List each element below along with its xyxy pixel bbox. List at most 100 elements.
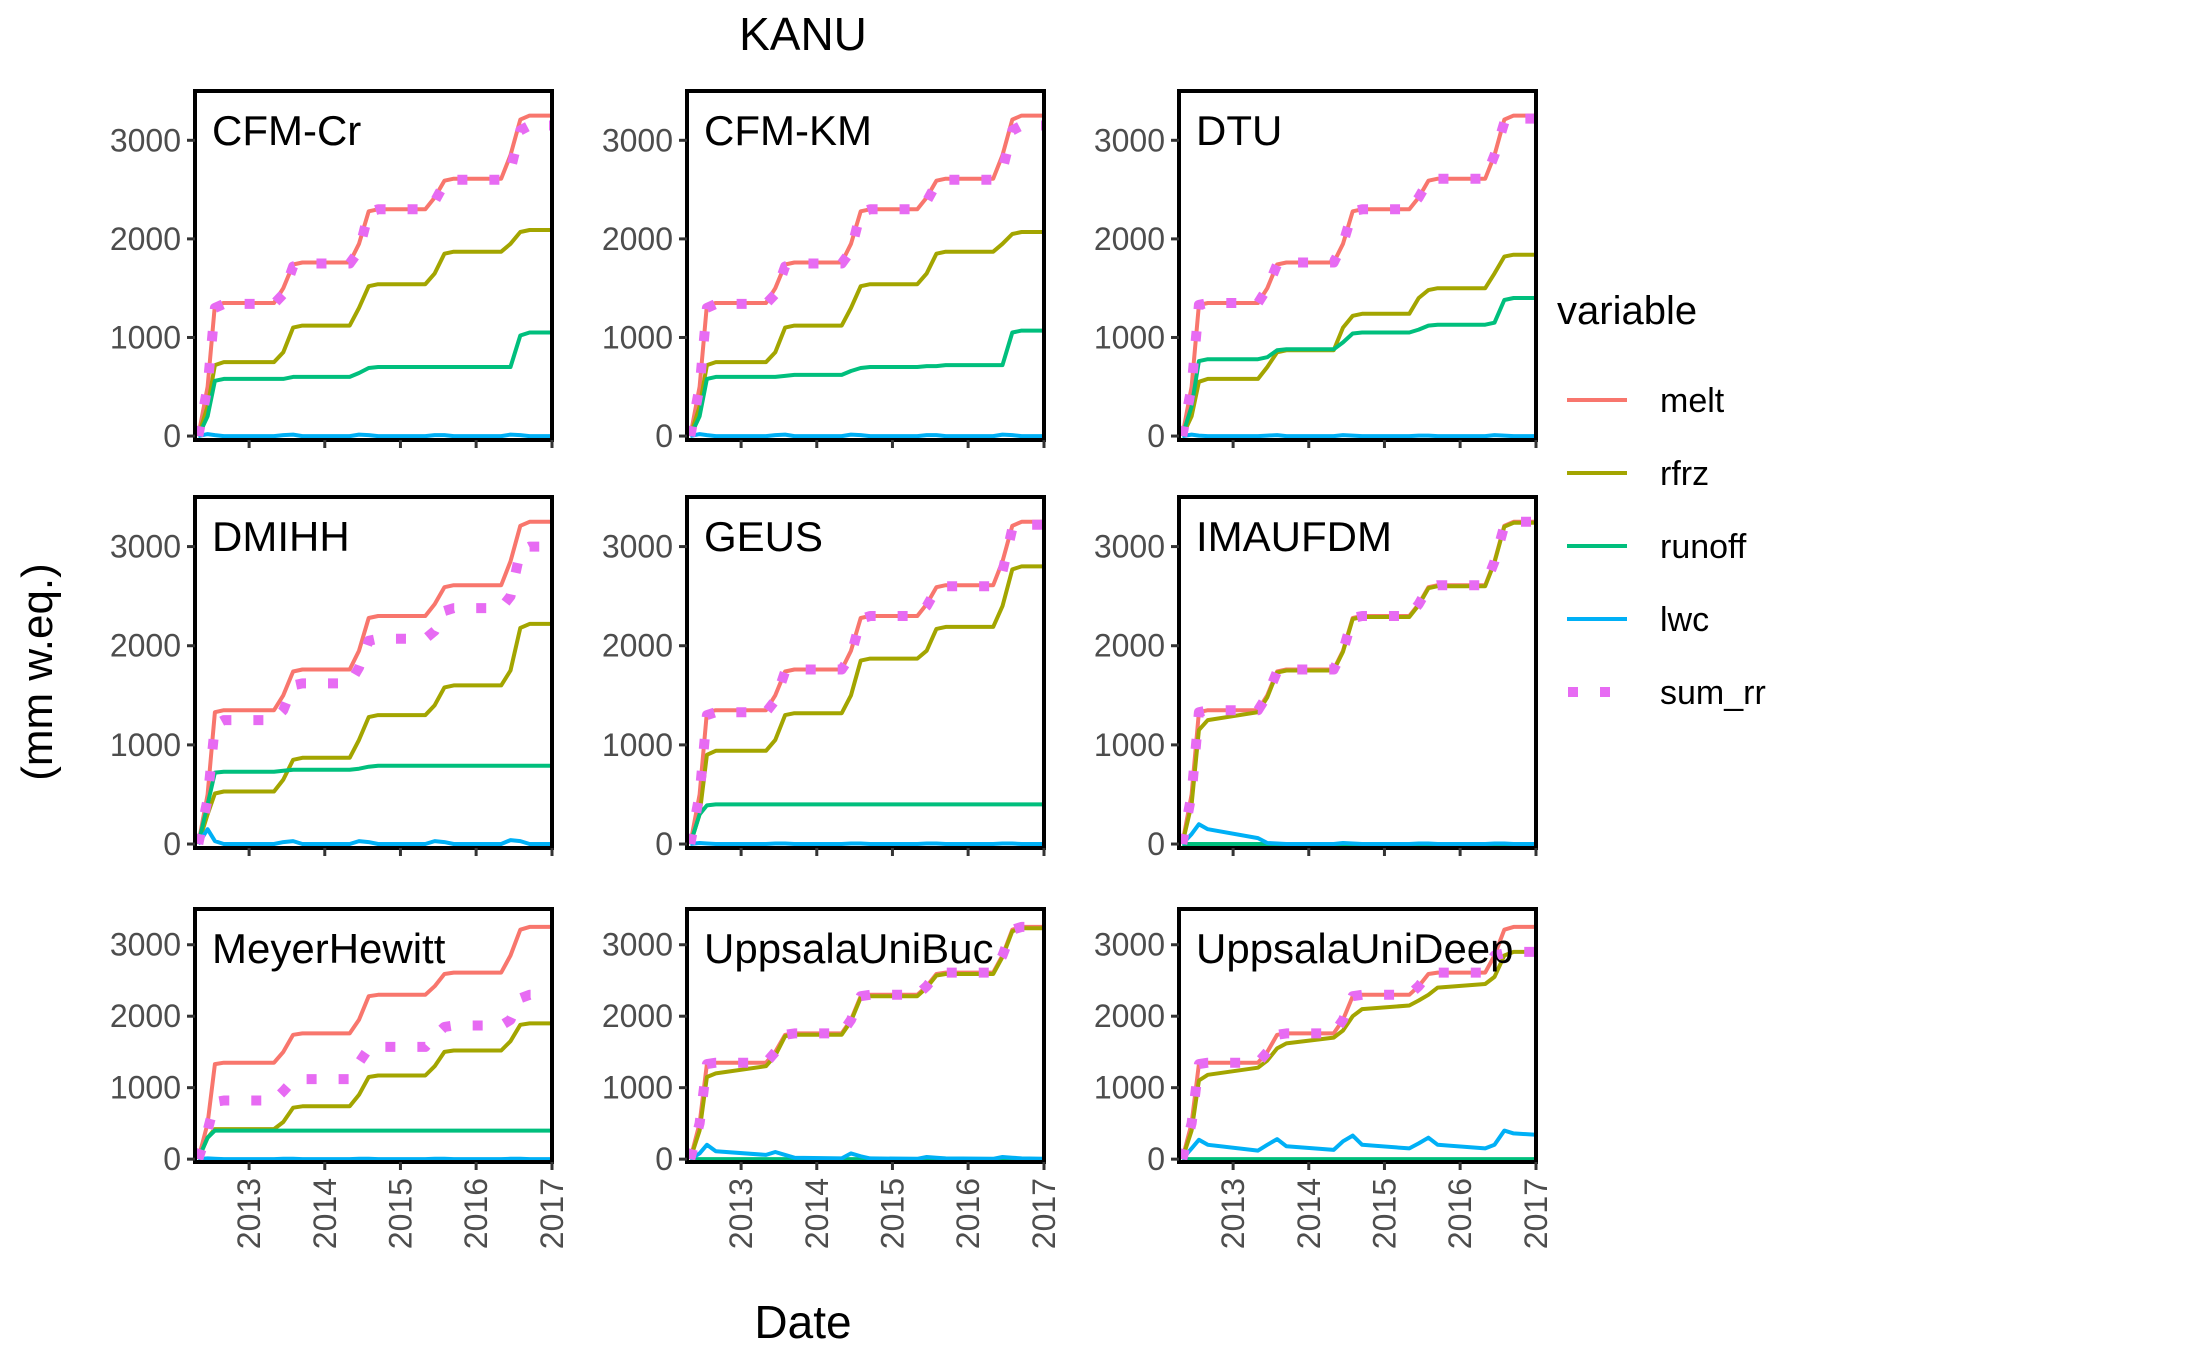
series-line-lwc: [198, 1156, 552, 1162]
legend-item-runoff: runoff: [1567, 528, 1747, 566]
series-line-rfrz: [196, 228, 552, 437]
series-line-melt: [196, 924, 552, 1160]
panel-label: IMAUFDM: [1196, 513, 1392, 560]
series-group: [687, 921, 1044, 1162]
y-tick-label: 3000: [602, 122, 673, 158]
y-tick-label: 0: [1147, 1141, 1165, 1177]
series-line-lwc: [1180, 1128, 1536, 1161]
series-line-rfrz: [688, 564, 1044, 845]
series-line-lwc: [689, 432, 1044, 439]
x-tick-label: 2016: [1442, 1178, 1478, 1249]
panel-label: MeyerHewitt: [212, 925, 446, 972]
y-tick-label: 1000: [602, 1070, 673, 1106]
y-tick-label: 2000: [1094, 998, 1165, 1034]
series-line-runoff: [688, 328, 1044, 437]
y-tick-label: 2000: [110, 221, 181, 257]
series-line-melt: [196, 519, 552, 845]
series-line-runoff: [196, 330, 552, 437]
series-line-runoff: [1180, 296, 1536, 437]
series-line-lwc: [690, 841, 1044, 846]
series-group: [195, 519, 552, 846]
x-tick-label: 2017: [1518, 1178, 1554, 1249]
figure-title: KANU: [739, 8, 867, 60]
series-line-runoff: [196, 1128, 552, 1160]
panel-background: [1179, 909, 1536, 1162]
series-line-lwc: [1181, 432, 1536, 439]
y-tick-label: 2000: [1094, 221, 1165, 257]
series-line-rfrz: [688, 926, 1044, 1160]
y-tick-label: 3000: [110, 927, 181, 963]
panel-label: CFM-Cr: [212, 107, 361, 154]
y-tick-label: 1000: [1094, 319, 1165, 355]
panel-background: [195, 909, 552, 1162]
panel-background: [687, 91, 1044, 440]
panel-background: [687, 909, 1044, 1162]
y-tick-label: 0: [163, 418, 181, 454]
y-tick-label: 2000: [1094, 628, 1165, 664]
panel-border: [1177, 907, 1538, 1164]
series-line-lwc: [196, 827, 552, 846]
series-group: [195, 924, 552, 1162]
y-tick-label: 3000: [602, 927, 673, 963]
x-tick-label: 2015: [382, 1178, 418, 1249]
x-tick-label: 2016: [458, 1178, 494, 1249]
series-line-sum_rr: [195, 989, 552, 1161]
series-line-melt: [1180, 113, 1536, 437]
y-tick-label: 1000: [110, 319, 181, 355]
legend-label: sum_rr: [1660, 674, 1766, 712]
panel-border: [685, 89, 1046, 442]
panel-imaufdm: IMAUFDM 0 1000 2000 3000: [1094, 495, 1538, 862]
panel-label: DTU: [1196, 107, 1282, 154]
y-tick-label: 2000: [110, 998, 181, 1034]
legend-label: melt: [1660, 382, 1725, 420]
legend-items: melt rfrz runoff lwc sum_rr: [1567, 382, 1766, 712]
panel-label: UppsalaUniBuc: [704, 925, 994, 972]
series-line-rfrz: [1180, 949, 1536, 1160]
y-tick-label: 1000: [1094, 727, 1165, 763]
legend-item-melt: melt: [1567, 382, 1725, 420]
series-group: [195, 113, 552, 439]
series-line-rfrz: [1180, 252, 1536, 437]
series-line-sum_rr: [195, 541, 552, 846]
panel-uppsalaunideep: UppsalaUniDeep 0 1000 2000 3000 2013 2014 2015 2…: [1094, 907, 1554, 1249]
panel-uppsalaunibuc: UppsalaUniBuc 0 1000 2000 3000 2013 2014 2015 20…: [602, 907, 1062, 1249]
y-tick-label: 1000: [110, 727, 181, 763]
series-line-rfrz: [196, 621, 552, 845]
y-tick-label: 1000: [1094, 1070, 1165, 1106]
x-tick-label: 2014: [1291, 1178, 1327, 1249]
panel-border: [685, 495, 1046, 850]
x-axis-label: Date: [754, 1296, 851, 1348]
legend: variable melt rfrz runoff lwc sum_rr: [1557, 289, 1766, 712]
panel-border: [1177, 89, 1538, 442]
x-tick-label: 2017: [1026, 1178, 1062, 1249]
series-line-rfrz: [688, 230, 1044, 437]
y-tick-label: 0: [655, 826, 673, 862]
y-tick-label: 1000: [602, 727, 673, 763]
panel-cfm-cr: CFM-Cr 0 1000 2000 3000: [110, 89, 554, 454]
y-axis-label: (mm w.eq.): [13, 563, 62, 781]
y-tick-label: 2000: [602, 628, 673, 664]
x-tick-label: 2015: [1366, 1178, 1402, 1249]
y-tick-label: 0: [1147, 418, 1165, 454]
series-line-runoff: [196, 763, 552, 845]
x-tick-label: 2015: [874, 1178, 910, 1249]
panel-border: [1177, 495, 1538, 850]
series-group: [1179, 924, 1536, 1162]
x-tick-label: 2014: [799, 1178, 835, 1249]
legend-label: lwc: [1660, 601, 1709, 639]
series-line-melt: [688, 113, 1044, 437]
y-tick-label: 0: [1147, 826, 1165, 862]
y-tick-label: 0: [655, 1141, 673, 1177]
panel-cfm-km: CFM-KM 0 1000 2000 3000: [602, 89, 1046, 454]
panel-background: [195, 91, 552, 440]
y-tick-label: 0: [163, 826, 181, 862]
series-line-lwc: [689, 1142, 1044, 1161]
y-tick-label: 3000: [110, 529, 181, 565]
x-tick-label: 2014: [307, 1178, 343, 1249]
panel-geus: GEUS 0 1000 2000 3000: [602, 495, 1046, 862]
y-tick-label: 3000: [602, 529, 673, 565]
panel-border: [193, 495, 554, 850]
legend-item-lwc: lwc: [1567, 601, 1709, 639]
legend-item-sum_rr: sum_rr: [1568, 674, 1766, 712]
